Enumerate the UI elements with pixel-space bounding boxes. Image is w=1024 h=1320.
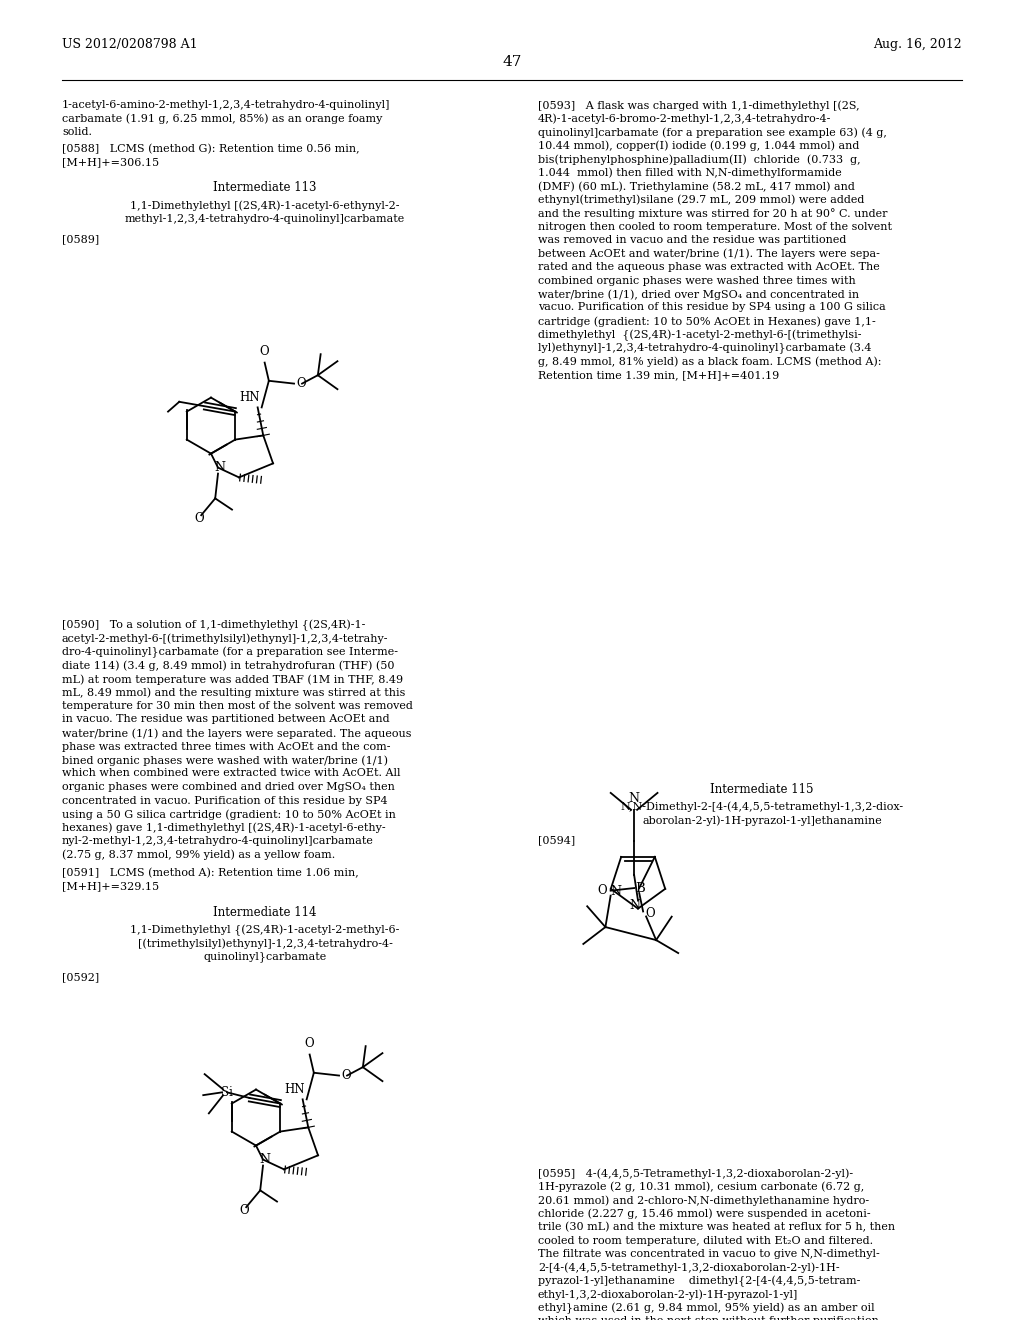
Text: 1-acetyl-6-amino-2-methyl-1,2,3,4-tetrahydro-4-quinolinyl]: 1-acetyl-6-amino-2-methyl-1,2,3,4-tetrah… <box>62 100 390 110</box>
Text: Aug. 16, 2012: Aug. 16, 2012 <box>873 38 962 51</box>
Text: rated and the aqueous phase was extracted with AcOEt. The: rated and the aqueous phase was extracte… <box>538 261 880 272</box>
Text: which was used in the next step without further purification.: which was used in the next step without … <box>538 1316 883 1320</box>
Text: HN: HN <box>240 392 260 404</box>
Text: The filtrate was concentrated in vacuo to give N,N-dimethyl-: The filtrate was concentrated in vacuo t… <box>538 1249 880 1259</box>
Text: 2-[4-(4,4,5,5-tetramethyl-1,3,2-dioxaborolan-2-yl)-1H-: 2-[4-(4,4,5,5-tetramethyl-1,3,2-dioxabor… <box>538 1262 840 1272</box>
Text: bis(triphenylphosphine)palladium(II)  chloride  (0.733  g,: bis(triphenylphosphine)palladium(II) chl… <box>538 154 860 165</box>
Text: [0590]   To a solution of 1,1-dimethylethyl {(2S,4R)-1-: [0590] To a solution of 1,1-dimethylethy… <box>62 620 366 631</box>
Text: water/brine (1/1) and the layers were separated. The aqueous: water/brine (1/1) and the layers were se… <box>62 729 412 739</box>
Text: [0593]   A flask was charged with 1,1-dimethylethyl [(2S,: [0593] A flask was charged with 1,1-dime… <box>538 100 859 111</box>
Text: acetyl-2-methyl-6-[(trimethylsilyl)ethynyl]-1,2,3,4-tetrahy-: acetyl-2-methyl-6-[(trimethylsilyl)ethyn… <box>62 634 388 644</box>
Text: which when combined were extracted twice with AcOEt. All: which when combined were extracted twice… <box>62 768 400 779</box>
Text: water/brine (1/1), dried over MgSO₄ and concentrated in: water/brine (1/1), dried over MgSO₄ and … <box>538 289 859 300</box>
Text: Intermediate 115: Intermediate 115 <box>711 783 814 796</box>
Text: methyl-1,2,3,4-tetrahydro-4-quinolinyl]carbamate: methyl-1,2,3,4-tetrahydro-4-quinolinyl]c… <box>125 214 406 223</box>
Text: chloride (2.227 g, 15.46 mmol) were suspended in acetoni-: chloride (2.227 g, 15.46 mmol) were susp… <box>538 1209 870 1220</box>
Text: quinolinyl]carbamate (for a preparation see example 63) (4 g,: quinolinyl]carbamate (for a preparation … <box>538 127 887 137</box>
Text: B: B <box>635 882 645 895</box>
Text: organic phases were combined and dried over MgSO₄ then: organic phases were combined and dried o… <box>62 781 395 792</box>
Text: (DMF) (60 mL). Triethylamine (58.2 mL, 417 mmol) and: (DMF) (60 mL). Triethylamine (58.2 mL, 4… <box>538 181 855 191</box>
Text: mL) at room temperature was added TBAF (1M in THF, 8.49: mL) at room temperature was added TBAF (… <box>62 675 403 685</box>
Text: lyl)ethynyl]-1,2,3,4-tetrahydro-4-quinolinyl}carbamate (3.4: lyl)ethynyl]-1,2,3,4-tetrahydro-4-quinol… <box>538 343 871 354</box>
Text: US 2012/0208798 A1: US 2012/0208798 A1 <box>62 38 198 51</box>
Text: pyrazol-1-yl]ethanamine    dimethyl{2-[4-(4,4,5,5-tetram-: pyrazol-1-yl]ethanamine dimethyl{2-[4-(4… <box>538 1276 860 1287</box>
Text: O: O <box>645 907 654 920</box>
Text: and the resulting mixture was stirred for 20 h at 90° C. under: and the resulting mixture was stirred fo… <box>538 209 888 219</box>
Text: N: N <box>630 899 640 912</box>
Text: quinolinyl}carbamate: quinolinyl}carbamate <box>204 952 327 962</box>
Text: N: N <box>214 461 225 474</box>
Text: 20.61 mmol) and 2-chloro-N,N-dimethylethanamine hydro-: 20.61 mmol) and 2-chloro-N,N-dimethyleth… <box>538 1195 869 1205</box>
Text: vacuo. Purification of this residue by SP4 using a 100 G silica: vacuo. Purification of this residue by S… <box>538 302 886 313</box>
Text: combined organic phases were washed three times with: combined organic phases were washed thre… <box>538 276 856 285</box>
Text: [0589]: [0589] <box>62 234 99 244</box>
Text: Intermediate 113: Intermediate 113 <box>213 181 316 194</box>
Text: cooled to room temperature, diluted with Et₂O and filtered.: cooled to room temperature, diluted with… <box>538 1236 873 1246</box>
Text: 4R)-1-acetyl-6-bromo-2-methyl-1,2,3,4-tetrahydro-4-: 4R)-1-acetyl-6-bromo-2-methyl-1,2,3,4-te… <box>538 114 831 124</box>
Text: concentrated in vacuo. Purification of this residue by SP4: concentrated in vacuo. Purification of t… <box>62 796 388 805</box>
Text: [0592]: [0592] <box>62 972 99 982</box>
Text: dimethylethyl  {(2S,4R)-1-acetyl-2-methyl-6-[(trimethylsi-: dimethylethyl {(2S,4R)-1-acetyl-2-methyl… <box>538 330 861 341</box>
Text: Si: Si <box>221 1086 233 1098</box>
Text: carbamate (1.91 g, 6.25 mmol, 85%) as an orange foamy: carbamate (1.91 g, 6.25 mmol, 85%) as an… <box>62 114 382 124</box>
Text: [(trimethylsilyl)ethynyl]-1,2,3,4-tetrahydro-4-: [(trimethylsilyl)ethynyl]-1,2,3,4-tetrah… <box>137 939 392 949</box>
Text: 10.44 mmol), copper(I) iodide (0.199 g, 1.044 mmol) and: 10.44 mmol), copper(I) iodide (0.199 g, … <box>538 140 859 150</box>
Text: HN: HN <box>285 1084 305 1097</box>
Text: O: O <box>260 345 269 358</box>
Text: [M+H]+=306.15: [M+H]+=306.15 <box>62 157 159 168</box>
Text: 1.044  mmol) then filled with N,N-dimethylformamide: 1.044 mmol) then filled with N,N-dimethy… <box>538 168 842 178</box>
Text: 1,1-Dimethylethyl {(2S,4R)-1-acetyl-2-methyl-6-: 1,1-Dimethylethyl {(2S,4R)-1-acetyl-2-me… <box>130 925 399 936</box>
Text: g, 8.49 mmol, 81% yield) as a black foam. LCMS (method A):: g, 8.49 mmol, 81% yield) as a black foam… <box>538 356 882 367</box>
Text: solid.: solid. <box>62 127 92 137</box>
Text: Retention time 1.39 min, [M+H]+=401.19: Retention time 1.39 min, [M+H]+=401.19 <box>538 370 779 380</box>
Text: nitrogen then cooled to room temperature. Most of the solvent: nitrogen then cooled to room temperature… <box>538 222 892 231</box>
Text: phase was extracted three times with AcOEt and the com-: phase was extracted three times with AcO… <box>62 742 390 751</box>
Text: mL, 8.49 mmol) and the resulting mixture was stirred at this: mL, 8.49 mmol) and the resulting mixture… <box>62 688 406 698</box>
Text: ethyl-1,3,2-dioxaborolan-2-yl)-1H-pyrazol-1-yl]: ethyl-1,3,2-dioxaborolan-2-yl)-1H-pyrazo… <box>538 1290 799 1300</box>
Text: using a 50 G silica cartridge (gradient: 10 to 50% AcOEt in: using a 50 G silica cartridge (gradient:… <box>62 809 396 820</box>
Text: 1H-pyrazole (2 g, 10.31 mmol), cesium carbonate (6.72 g,: 1H-pyrazole (2 g, 10.31 mmol), cesium ca… <box>538 1181 864 1192</box>
Text: [M+H]+=329.15: [M+H]+=329.15 <box>62 882 159 891</box>
Text: [0588]   LCMS (method G): Retention time 0.56 min,: [0588] LCMS (method G): Retention time 0… <box>62 144 359 154</box>
Text: O: O <box>597 884 606 898</box>
Text: N: N <box>610 886 622 899</box>
Text: O: O <box>240 1204 249 1217</box>
Text: between AcOEt and water/brine (1/1). The layers were sepa-: between AcOEt and water/brine (1/1). The… <box>538 248 880 259</box>
Text: [0595]   4-(4,4,5,5-Tetramethyl-1,3,2-dioxaborolan-2-yl)-: [0595] 4-(4,4,5,5-Tetramethyl-1,3,2-diox… <box>538 1168 853 1179</box>
Text: hexanes) gave 1,1-dimethylethyl [(2S,4R)-1-acetyl-6-ethy-: hexanes) gave 1,1-dimethylethyl [(2S,4R)… <box>62 822 386 833</box>
Text: bined organic phases were washed with water/brine (1/1): bined organic phases were washed with wa… <box>62 755 388 766</box>
Text: trile (30 mL) and the mixture was heated at reflux for 5 h, then: trile (30 mL) and the mixture was heated… <box>538 1222 895 1233</box>
Text: ethynyl(trimethyl)silane (29.7 mL, 209 mmol) were added: ethynyl(trimethyl)silane (29.7 mL, 209 m… <box>538 194 864 205</box>
Text: Intermediate 114: Intermediate 114 <box>213 906 316 919</box>
Text: dro-4-quinolinyl}carbamate (for a preparation see Interme-: dro-4-quinolinyl}carbamate (for a prepar… <box>62 647 398 659</box>
Text: cartridge (gradient: 10 to 50% AcOEt in Hexanes) gave 1,1-: cartridge (gradient: 10 to 50% AcOEt in … <box>538 315 876 326</box>
Text: 1,1-Dimethylethyl [(2S,4R)-1-acetyl-6-ethynyl-2-: 1,1-Dimethylethyl [(2S,4R)-1-acetyl-6-et… <box>130 201 399 211</box>
Text: O: O <box>195 512 204 525</box>
Text: diate 114) (3.4 g, 8.49 mmol) in tetrahydrofuran (THF) (50: diate 114) (3.4 g, 8.49 mmol) in tetrahy… <box>62 660 394 671</box>
Text: N: N <box>629 792 640 805</box>
Text: aborolan-2-yl)-1H-pyrazol-1-yl]ethanamine: aborolan-2-yl)-1H-pyrazol-1-yl]ethanamin… <box>642 816 882 826</box>
Text: [0591]   LCMS (method A): Retention time 1.06 min,: [0591] LCMS (method A): Retention time 1… <box>62 869 358 878</box>
Text: O: O <box>341 1069 350 1082</box>
Text: (2.75 g, 8.37 mmol, 99% yield) as a yellow foam.: (2.75 g, 8.37 mmol, 99% yield) as a yell… <box>62 850 335 861</box>
Text: 47: 47 <box>503 55 521 69</box>
Text: N: N <box>259 1154 270 1166</box>
Text: was removed in vacuo and the residue was partitioned: was removed in vacuo and the residue was… <box>538 235 847 246</box>
Text: O: O <box>305 1036 314 1049</box>
Text: N,N-Dimethyl-2-[4-(4,4,5,5-tetramethyl-1,3,2-diox-: N,N-Dimethyl-2-[4-(4,4,5,5-tetramethyl-1… <box>621 801 903 813</box>
Text: nyl-2-methyl-1,2,3,4-tetrahydro-4-quinolinyl]carbamate: nyl-2-methyl-1,2,3,4-tetrahydro-4-quinol… <box>62 836 374 846</box>
Text: [0594]: [0594] <box>538 836 575 846</box>
Text: O: O <box>296 378 306 391</box>
Text: ethyl}amine (2.61 g, 9.84 mmol, 95% yield) as an amber oil: ethyl}amine (2.61 g, 9.84 mmol, 95% yiel… <box>538 1303 874 1315</box>
Text: temperature for 30 min then most of the solvent was removed: temperature for 30 min then most of the … <box>62 701 413 711</box>
Text: in vacuo. The residue was partitioned between AcOEt and: in vacuo. The residue was partitioned be… <box>62 714 389 725</box>
